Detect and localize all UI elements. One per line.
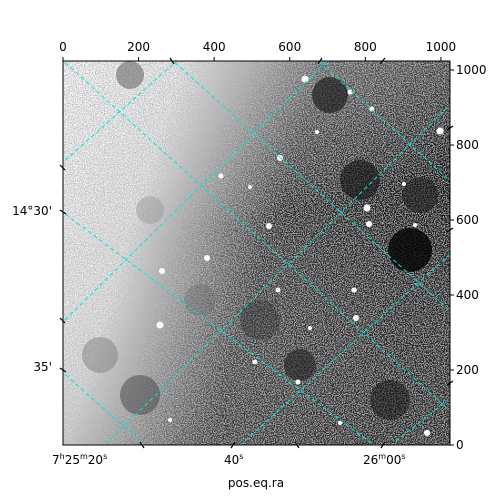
star [338,421,342,425]
grid-line [63,61,178,163]
wcs-tick-mark [317,57,323,65]
nebula-blob [240,300,280,340]
right-tick-label: 600 [456,213,479,227]
star [266,223,272,229]
star [218,173,224,179]
grid-line [104,104,450,445]
top-tick-label: 400 [203,40,226,54]
ra-tick-label: 40s [224,452,243,467]
star [315,130,319,134]
star [436,127,444,135]
star [156,321,164,329]
top-tick-label: 800 [354,40,377,54]
star [204,255,210,261]
star [252,359,258,365]
star [301,75,309,83]
star [369,106,375,112]
grid-line [317,61,450,182]
star [366,221,372,227]
star [351,287,357,293]
star [413,223,417,227]
ra-tick-label: 26m00s [363,452,406,467]
wcs-tick-mark [446,227,454,233]
nebula-blob [388,228,432,272]
nebula-blob [284,349,316,381]
wcs-tick-mark [294,441,300,449]
grid-line [63,61,328,323]
star [353,315,359,321]
grid-line [390,397,450,445]
star [308,326,312,330]
bright-stars [156,75,444,436]
ra-tick-label: 7h25m20s [52,452,107,467]
nebula-blob [340,160,380,200]
star [347,89,353,95]
star [275,287,281,293]
top-pixel-axis: 0 200 400 600 800 1000 [59,40,456,61]
grid-line [172,61,450,312]
right-tick-label: 1000 [456,63,487,77]
nebula-blob [136,196,164,224]
wcs-tick-mark [230,441,236,449]
wcs-tick-mark [446,125,454,131]
grid-line [63,211,375,445]
nebula-blob [82,337,118,373]
nebula-blob [184,284,216,316]
dec-tick-label: 35' [33,360,52,374]
star [424,430,430,436]
wcs-tick-mark [139,441,145,449]
x-axis-title: pos.eq.ra [228,476,284,490]
wcs-tick-mark [59,209,67,215]
wcs-tick-mark [59,317,66,324]
coordinate-grid [63,61,450,445]
wcs-tick-mark [379,57,386,65]
right-tick-label: 200 [456,363,479,377]
star [295,379,301,385]
world-coordinate-ticks [59,57,454,449]
grid-line [63,61,450,412]
star [168,418,172,422]
top-tick-label: 200 [127,40,150,54]
nebula-blob [312,77,348,113]
grid-line [63,371,146,445]
grid-line [239,253,450,445]
nebula-blob [370,380,410,420]
nebula-blob [120,375,160,415]
top-tick-label: 1000 [426,40,457,54]
star [248,185,252,189]
top-tick-label: 600 [278,40,301,54]
wcs-tick-mark [169,57,175,65]
plot-frame [62,60,451,446]
nebulosity-blobs [82,61,438,420]
star [159,268,165,274]
wcs-tick-mark [59,164,66,171]
right-tick-label: 0 [456,438,464,452]
nebula-blob [116,61,144,89]
wcs-tick-mark [446,380,454,386]
sky-image [63,61,450,445]
dec-tick-label: 14°30' [12,204,52,218]
right-tick-label: 800 [456,138,479,152]
nebula-blob [402,177,438,213]
wcs-tick-mark [59,367,67,373]
star [402,182,406,186]
top-tick-label: 0 [59,40,67,54]
wcs-tick-mark [380,441,386,449]
right-pixel-axis: 0 200 400 600 800 1000 [450,63,487,452]
star [363,204,371,212]
right-tick-label: 400 [456,288,479,302]
